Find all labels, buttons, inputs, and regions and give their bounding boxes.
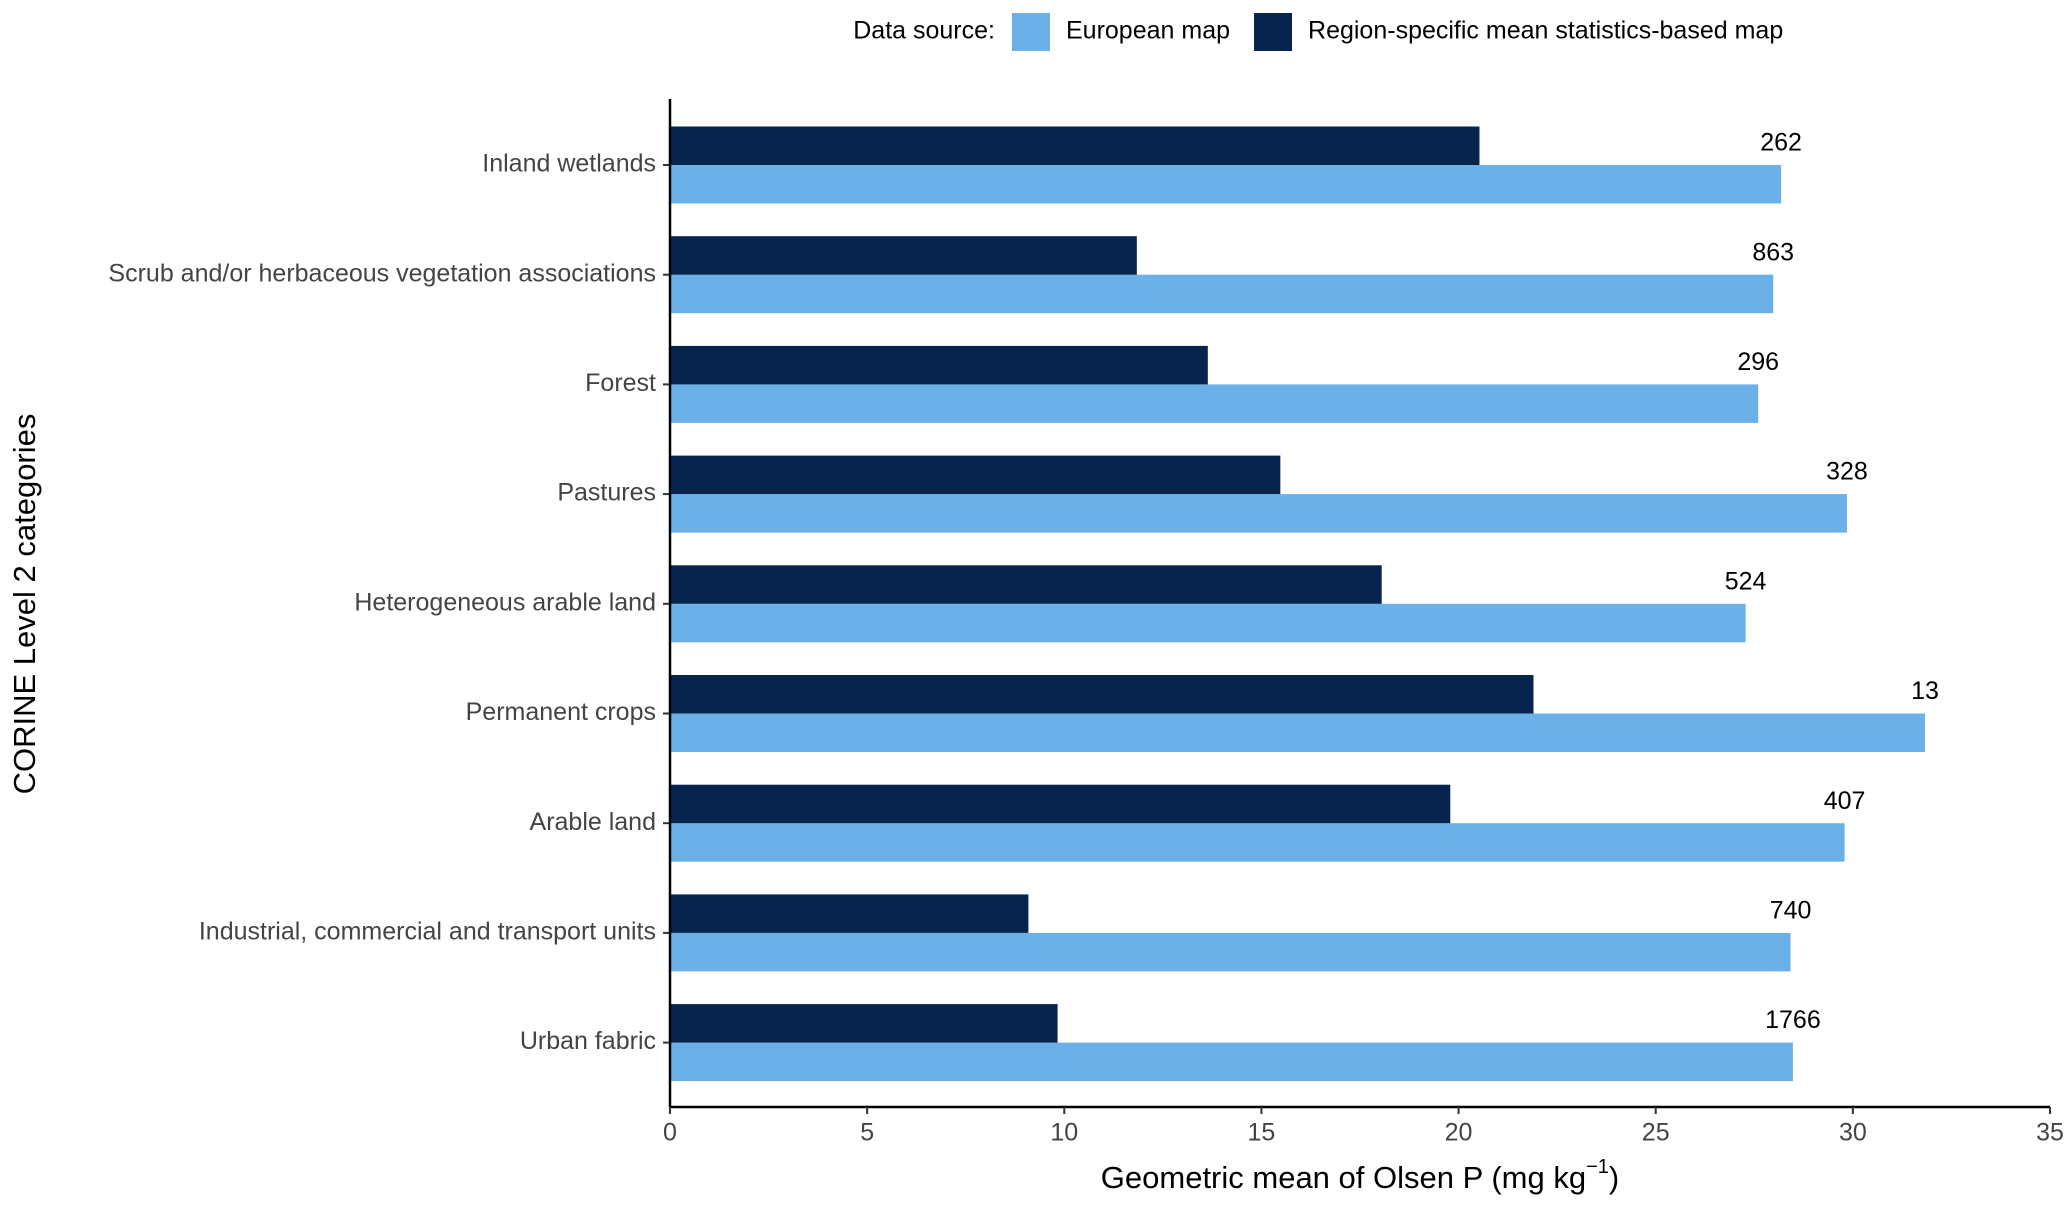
y-tick-label: Pastures	[557, 479, 656, 507]
legend-swatch	[1012, 13, 1050, 51]
bar	[670, 894, 1029, 933]
x-tick-label: 35	[2036, 1119, 2064, 1147]
x-axis-title: Geometric mean of Olsen P (mg kg−1)	[1101, 1156, 1619, 1195]
bar-annotation: 524	[1725, 567, 1767, 595]
bar-annotation: 407	[1824, 787, 1866, 815]
bar	[670, 565, 1382, 604]
y-axis-title: CORINE Level 2 categories	[7, 414, 42, 795]
x-axis-title-main: Geometric mean of Olsen P (mg kg	[1101, 1160, 1586, 1195]
bar	[670, 345, 1208, 385]
y-tick-label: Arable land	[530, 808, 656, 836]
x-axis-title-sup: −1	[1586, 1156, 1609, 1178]
bar	[670, 713, 1926, 752]
bar-annotation: 1766	[1765, 1006, 1821, 1034]
legend-label: European map	[1066, 17, 1230, 45]
bar-annotation: 740	[1770, 897, 1812, 925]
bar-annotation: 13	[1911, 677, 1939, 705]
bar	[670, 603, 1746, 643]
bar	[670, 274, 1774, 314]
bar	[670, 1004, 1058, 1043]
bar	[670, 236, 1137, 275]
bar	[670, 165, 1782, 204]
bar	[670, 126, 1480, 165]
legend-swatch	[1254, 13, 1293, 51]
bar	[670, 1042, 1793, 1082]
x-tick-label: 20	[1445, 1119, 1473, 1147]
bar	[670, 494, 1847, 533]
x-tick-label: 0	[663, 1119, 677, 1147]
bar	[670, 784, 1451, 824]
bar-annotation: 328	[1826, 458, 1868, 486]
bar	[670, 675, 1534, 714]
bar-annotation: 863	[1752, 238, 1794, 266]
x-tick-label: 5	[860, 1119, 874, 1147]
y-tick-label: Industrial, commercial and transport uni…	[199, 918, 656, 946]
x-tick-label: 25	[1642, 1119, 1670, 1147]
bar-annotation: 262	[1760, 129, 1802, 157]
x-tick-label: 30	[1839, 1119, 1867, 1147]
y-tick-label: Urban fabric	[520, 1027, 656, 1055]
bar	[670, 384, 1759, 423]
bar-annotation: 296	[1737, 348, 1779, 376]
y-tick-label: Inland wetlands	[482, 150, 656, 178]
y-tick-label: Permanent crops	[466, 698, 656, 726]
y-tick-label: Heterogeneous arable land	[354, 588, 656, 616]
x-tick-label: 10	[1050, 1119, 1078, 1147]
y-tick-label: Scrub and/or herbaceous vegetation assoc…	[108, 259, 656, 287]
x-axis-title-end: )	[1609, 1160, 1619, 1195]
bar	[670, 823, 1845, 862]
bar	[670, 932, 1791, 972]
bar	[670, 455, 1281, 495]
x-tick-label: 15	[1248, 1119, 1276, 1147]
legend-label: Region-specific mean statistics-based ma…	[1308, 17, 1783, 45]
legend-title: Data source:	[853, 17, 995, 45]
y-tick-label: Forest	[585, 369, 656, 397]
